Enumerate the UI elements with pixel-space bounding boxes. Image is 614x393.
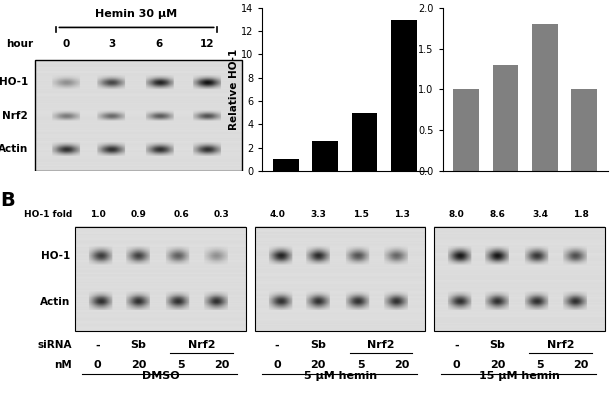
- Text: -: -: [95, 340, 100, 350]
- Text: siRNA: siRNA: [38, 340, 72, 350]
- Text: Nrf2: Nrf2: [188, 340, 216, 350]
- Text: nM: nM: [55, 360, 72, 370]
- Text: 0: 0: [453, 360, 460, 370]
- Text: HO-1: HO-1: [41, 251, 71, 261]
- Y-axis label: Relative Nrf2: Relative Nrf2: [407, 51, 417, 128]
- Text: 20: 20: [394, 360, 409, 370]
- Text: -: -: [274, 340, 279, 350]
- Text: 8.0: 8.0: [449, 210, 464, 219]
- Text: 0: 0: [63, 39, 70, 49]
- Y-axis label: Relative HO-1: Relative HO-1: [230, 49, 239, 130]
- Text: 3.4: 3.4: [532, 210, 548, 219]
- Text: 4.0: 4.0: [269, 210, 285, 219]
- Text: HO-1 fold: HO-1 fold: [24, 210, 72, 219]
- Text: Nrf2: Nrf2: [367, 340, 395, 350]
- Text: 20: 20: [131, 360, 146, 370]
- Bar: [532, 24, 558, 171]
- Text: 1.8: 1.8: [573, 210, 589, 219]
- Text: 5: 5: [536, 360, 544, 370]
- Text: Sb: Sb: [131, 340, 146, 350]
- Bar: [313, 141, 338, 171]
- Text: B: B: [0, 191, 15, 210]
- Text: 6: 6: [156, 39, 163, 49]
- Text: 20: 20: [214, 360, 230, 370]
- Text: -: -: [454, 340, 459, 350]
- Text: 5: 5: [357, 360, 364, 370]
- Bar: [434, 227, 605, 331]
- Bar: [493, 65, 518, 171]
- Text: 5 μM hemin: 5 μM hemin: [303, 371, 376, 381]
- Text: 1.0: 1.0: [90, 210, 106, 219]
- Text: 0.9: 0.9: [131, 210, 146, 219]
- Text: 20: 20: [573, 360, 589, 370]
- Text: 3: 3: [108, 39, 115, 49]
- Text: Hemin 30 μM: Hemin 30 μM: [96, 9, 177, 19]
- Bar: [391, 20, 417, 171]
- Text: 3.3: 3.3: [310, 210, 326, 219]
- Text: 0.6: 0.6: [173, 210, 189, 219]
- Text: HO-1: HO-1: [0, 77, 28, 87]
- Text: Sb: Sb: [489, 340, 505, 350]
- Text: 0.3: 0.3: [214, 210, 230, 219]
- Text: Nrf2: Nrf2: [2, 110, 28, 121]
- Text: Sb: Sb: [310, 340, 326, 350]
- Text: 1.5: 1.5: [352, 210, 368, 219]
- Text: 5: 5: [177, 360, 185, 370]
- Bar: [35, 60, 242, 171]
- Text: Actin: Actin: [0, 144, 28, 154]
- Bar: [454, 90, 479, 171]
- Bar: [572, 90, 597, 171]
- Text: hour: hour: [6, 39, 33, 49]
- Text: Actin: Actin: [41, 297, 71, 307]
- Text: 20: 20: [310, 360, 325, 370]
- Text: 12: 12: [200, 39, 214, 49]
- Bar: [255, 227, 426, 331]
- Bar: [352, 113, 377, 171]
- Text: 20: 20: [490, 360, 505, 370]
- Bar: [273, 159, 298, 171]
- Bar: [76, 227, 246, 331]
- Text: DMSO: DMSO: [142, 371, 179, 381]
- Text: 1.3: 1.3: [394, 210, 410, 219]
- Text: 8.6: 8.6: [489, 210, 505, 219]
- Text: 0: 0: [273, 360, 281, 370]
- Text: Nrf2: Nrf2: [547, 340, 574, 350]
- Text: 0: 0: [94, 360, 101, 370]
- Text: 15 μM hemin: 15 μM hemin: [479, 371, 560, 381]
